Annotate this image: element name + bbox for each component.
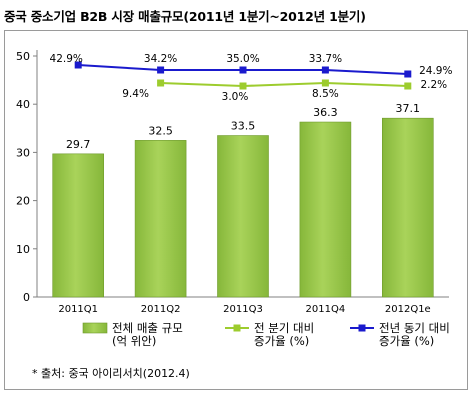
- chart-frame: [4, 30, 468, 390]
- legend-qoq-swatch-marker: [233, 324, 241, 332]
- bar-value-label: 32.5: [148, 124, 173, 137]
- y-tick-label: 20: [16, 195, 30, 208]
- yoy-marker: [239, 66, 247, 74]
- qoq-marker: [321, 79, 329, 87]
- bar-value-label: 37.1: [396, 102, 421, 115]
- legend-label-sub: (억 위안): [112, 334, 156, 348]
- legend-label-sub: 증가율 (%): [254, 334, 309, 348]
- yoy-value-label: 42.9%: [50, 53, 83, 65]
- legend-yoy-swatch-marker: [358, 324, 366, 332]
- bar-value-label: 29.7: [66, 138, 91, 151]
- qoq-value-label: 9.4%: [122, 88, 149, 100]
- legend-label: 전체 매출 규모: [112, 321, 183, 335]
- bar-value-label: 36.3: [313, 106, 338, 119]
- y-tick-label: 50: [16, 50, 30, 63]
- legend-bar-swatch: [82, 322, 108, 334]
- bar: [299, 121, 352, 298]
- x-tick-label: 2011Q2: [141, 304, 181, 315]
- x-tick-label: 2011Q3: [223, 304, 263, 315]
- y-tick-label: 40: [16, 98, 30, 111]
- x-tick-label: 2012Q1e: [385, 304, 431, 315]
- y-tick-label: 0: [23, 291, 30, 304]
- bar: [52, 153, 105, 298]
- yoy-marker: [404, 70, 412, 78]
- yoy-marker: [157, 66, 165, 74]
- bar: [134, 140, 187, 298]
- yoy-value-label: 34.2%: [144, 53, 177, 65]
- yoy-value-label: 35.0%: [226, 53, 259, 65]
- yoy-value-label: 24.9%: [419, 65, 452, 77]
- qoq-value-label: 8.5%: [312, 88, 339, 100]
- yoy-value-label: 33.7%: [309, 53, 342, 65]
- yoy-marker: [321, 66, 329, 74]
- bar: [217, 135, 269, 298]
- bar-value-label: 33.5: [231, 120, 256, 133]
- y-tick-label: 10: [16, 243, 30, 256]
- qoq-marker: [157, 79, 165, 87]
- yoy-marker: [74, 61, 82, 69]
- legend-label: 전년 동기 대비: [379, 321, 450, 335]
- y-tick-label: 30: [16, 146, 30, 159]
- qoq-value-label: 3.0%: [222, 91, 249, 103]
- qoq-marker: [404, 82, 412, 90]
- chart-title: 중국 중소기업 B2B 시장 매출규모(2011년 1분기~2012년 1분기): [4, 9, 366, 24]
- x-tick-label: 2011Q1: [58, 304, 98, 315]
- bar: [381, 117, 434, 298]
- source-note: * 출처: 중국 아이리서치(2012.4): [32, 367, 190, 380]
- legend-label-sub: 증가율 (%): [379, 334, 434, 348]
- qoq-value-label: 2.2%: [420, 79, 447, 91]
- qoq-growth-line: [160, 81, 408, 88]
- legend-label: 전 분기 대비: [254, 321, 314, 335]
- x-tick-label: 2011Q4: [306, 304, 346, 315]
- qoq-marker: [239, 82, 247, 90]
